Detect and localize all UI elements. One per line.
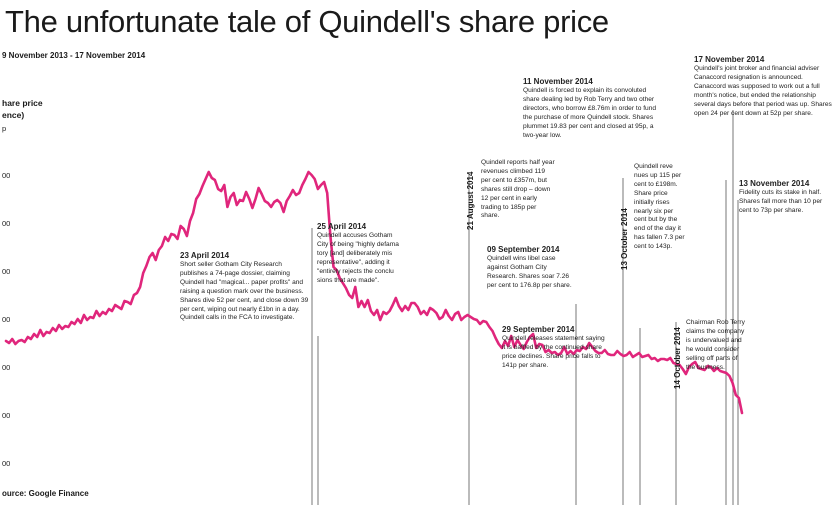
annotation-date: 11 November 2014 xyxy=(523,77,593,86)
chart-title: The unfortunate tale of Quindell's share… xyxy=(5,4,609,39)
y-tick-label: 00 xyxy=(2,315,11,324)
share-price-line xyxy=(4,170,744,415)
annotation-text: Quindell reports half year revenues clim… xyxy=(481,159,555,220)
annotation-nov13: 13 November 2014 Fidelity cuts its stake… xyxy=(739,178,835,216)
annotation-text: Short seller Gotham City Research publis… xyxy=(180,261,309,322)
annotation-date: 09 September 2014 xyxy=(487,245,560,254)
annotation-text: Quindell releases statement saying it is… xyxy=(502,335,605,369)
annotation-oct13: Quindell reve nues up 115 per cent to £1… xyxy=(634,163,686,252)
y-tick-label: 00 xyxy=(2,171,11,180)
annotation-nov11: 11 November 2014 Quindell is forced to e… xyxy=(523,76,663,140)
annotation-text: Fidelity cuts its stake in half. Shares … xyxy=(739,189,823,214)
annotation-text: Quindell is forced to explain its convol… xyxy=(523,87,657,139)
annotation-date-vertical: 21 August 2014 xyxy=(466,171,475,230)
annotation-aug21: Quindell reports half year revenues clim… xyxy=(481,159,555,221)
annotation-date: 17 November 2014 xyxy=(694,55,765,64)
annotation-oct14: Chairman Rob Terry claims the company is… xyxy=(686,319,746,372)
annotation-date: 23 April 2014 xyxy=(180,251,230,260)
annotation-sep09: 09 September 2014 Quindell wins libel ca… xyxy=(487,244,573,291)
annotation-date-vertical: 14 October 2014 xyxy=(673,327,682,389)
annotation-date: 13 November 2014 xyxy=(739,179,810,188)
annotation-text: Quindell reve nues up 115 per cent to £1… xyxy=(634,163,685,251)
y-axis-label: hare price ence) xyxy=(2,98,43,120)
y-tick-label: 00 xyxy=(2,411,11,420)
annotation-apr25: 25 April 2014 Quindell accuses Gotham Ci… xyxy=(317,221,399,285)
annotation-sep29: 29 September 2014 Quindell releases stat… xyxy=(502,324,606,371)
date-range: 9 November 2013 - 17 November 2014 xyxy=(2,51,146,60)
y-tick-label: 00 xyxy=(2,363,11,372)
y-tick-label: 00 xyxy=(2,219,11,228)
annotation-date: 25 April 2014 xyxy=(317,222,367,231)
annotation-date-vertical: 13 October 2014 xyxy=(620,208,629,270)
source-note: ource: Google Finance xyxy=(2,489,89,498)
annotation-date: 29 September 2014 xyxy=(502,325,575,334)
annotation-text: Chairman Rob Terry claims the company is… xyxy=(686,319,745,371)
annotation-text: Quindell wins libel case against Gotham … xyxy=(487,255,572,289)
y-tick-label: p xyxy=(2,124,7,133)
y-tick-label: 00 xyxy=(2,267,11,276)
annotation-text: Quindell's joint broker and financial ad… xyxy=(694,65,832,117)
annotation-nov17: 17 November 2014 Quindell's joint broker… xyxy=(694,54,834,118)
annotation-leaders xyxy=(311,110,739,505)
y-tick-label: 00 xyxy=(2,459,11,468)
annotation-text: Quindell accuses Gotham City of being "h… xyxy=(317,232,399,284)
annotation-apr23: 23 April 2014 Short seller Gotham City R… xyxy=(180,250,310,323)
